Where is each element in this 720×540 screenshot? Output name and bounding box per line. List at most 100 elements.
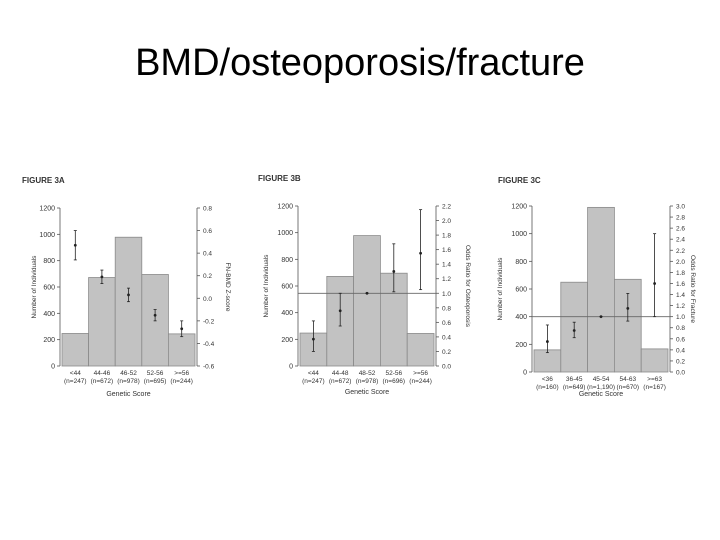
y2-tick-label: 0.8 [203,206,212,213]
y2-tick-label: 0.4 [203,251,212,258]
data-point [312,337,315,341]
y-tick-label: 1200 [277,204,293,211]
bar [587,206,615,373]
x-tick-count: (n=247) [64,378,87,385]
y-axis-title: Number of Individuals [263,254,270,318]
data-point [546,340,549,343]
y2-tick-label: 1.6 [676,281,685,288]
x-tick-label: 48-52 [359,370,376,377]
y2-tick-label: 3.0 [676,204,685,211]
x-tick-label: 52-56 [147,370,164,377]
x-tick-count: (n=978) [117,378,140,385]
x-tick-count: (n=672) [329,378,352,385]
y2-tick-label: 2.8 [676,215,685,222]
y-tick-label: 200 [43,337,55,344]
x-tick-label: <44 [70,370,81,377]
y2-axis-title: Odds Ratio for Osteoporosis [464,245,471,328]
y2-tick-label: 0.0 [676,370,685,377]
x-tick-count: (n=244) [409,378,432,385]
x-tick-count: (n=670) [617,384,640,391]
y2-tick-label: 1.0 [676,314,685,321]
x-tick-label: >=63 [647,376,662,383]
y2-tick-label: 1.2 [442,276,451,283]
data-point [392,270,396,273]
y-tick-label: 600 [43,285,55,292]
figure-title: FIGURE 3A [22,176,65,185]
slide-title: BMD/osteoporosis/fracture [135,42,585,84]
y-tick-label: 800 [515,259,527,266]
y-tick-label: 0 [289,364,293,371]
y-tick-label: 1200 [511,204,527,211]
x-tick-count: (n=696) [383,378,406,385]
figure-title: FIGURE 3B [258,174,301,183]
x-tick-count: (n=978) [356,378,379,385]
y2-tick-label: 1.4 [676,292,685,299]
y2-tick-label: 0.2 [442,349,451,356]
data-point [572,329,576,332]
y2-tick-label: 2.0 [442,218,451,225]
y-tick-label: 1000 [277,230,293,237]
y-tick-label: 200 [281,337,293,344]
y2-tick-label: 1.0 [442,291,451,298]
x-tick-label: 54-63 [619,376,636,383]
x-tick-count: (n=167) [643,384,666,391]
bar [61,333,90,367]
y-tick-label: 400 [281,310,293,317]
y2-tick-label: 2.0 [676,259,685,266]
data-point [626,306,630,310]
y2-tick-label: 0.6 [203,228,212,235]
y2-tick-label: 0.4 [442,334,451,341]
x-tick-count: (n=160) [536,384,559,391]
x-tick-label: 44-46 [94,370,111,377]
y-tick-label: 800 [281,257,293,264]
x-tick-label: 52-56 [385,370,402,377]
x-tick-label: 36-45 [566,376,583,383]
data-point [599,315,603,319]
bar [406,333,435,367]
y-tick-label: 0 [523,370,527,377]
data-point [419,251,422,255]
y-tick-label: 400 [515,314,527,321]
y-tick-label: 1000 [511,231,527,238]
y-tick-label: 600 [281,284,293,291]
x-tick-count: (n=247) [302,378,325,385]
y2-tick-label: 0.6 [442,320,451,327]
y2-tick-label: 1.6 [442,247,451,254]
x-tick-count: (n=672) [91,378,114,385]
data-point [127,293,130,297]
y2-tick-label: 0.8 [676,325,685,332]
x-tick-label: <44 [308,370,319,377]
x-tick-count: (n=244) [170,378,193,385]
y2-tick-label: 0.2 [203,273,212,280]
y2-tick-label: 2.6 [676,226,685,233]
y2-tick-label: 0.6 [676,336,685,343]
y2-tick-label: 1.2 [676,303,685,310]
y2-tick-label: 0.8 [442,305,451,312]
y-tick-label: 1000 [39,232,55,239]
bar [88,277,116,367]
y-tick-label: 800 [43,258,55,265]
x-axis-title: Genetic Score [579,391,623,398]
bar [353,235,381,367]
data-point [365,291,369,295]
y2-axis-title: Odds Ratio for Fracture [689,255,696,323]
data-point [73,243,77,247]
x-tick-label: <36 [542,376,553,383]
x-tick-label: 45-54 [593,376,610,383]
y-tick-label: 400 [43,311,55,318]
y2-tick-label: 0.0 [203,296,212,303]
y2-tick-label: -0.2 [203,318,215,325]
y2-tick-label: -0.4 [203,341,215,348]
y-tick-label: 600 [515,287,527,294]
y2-tick-label: 2.2 [676,248,685,255]
y2-tick-label: 2.2 [442,204,451,211]
data-point [100,275,104,279]
y2-tick-label: 1.4 [442,262,451,269]
figure-title: FIGURE 3C [498,176,541,185]
x-tick-label: 44-48 [332,370,349,377]
x-axis-title: Genetic Score [106,391,150,398]
x-tick-label: 46-52 [120,370,137,377]
y2-axis-title: FN-BMD Z-score [224,262,231,311]
y2-tick-label: -0.6 [203,364,215,371]
